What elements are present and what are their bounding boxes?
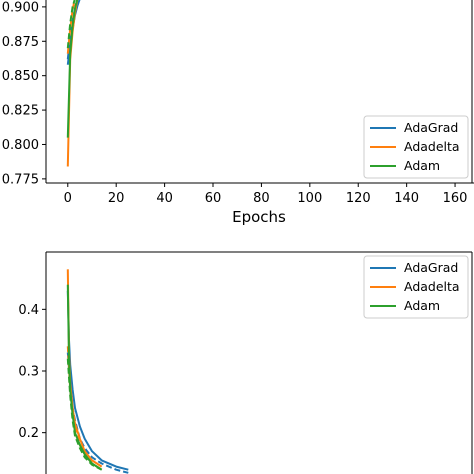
top-x-tick-label: 160 [443, 191, 468, 206]
top-x-tick-label: 80 [253, 191, 270, 206]
top-legend-label-adadelta: Adadelta [404, 139, 460, 154]
top-chart-panel: 0.775 0.800 0.825 0.850 0.875 0.900 0 20 40 60 80… [2, 0, 474, 226]
bottom-legend-label-adagrad: AdaGrad [404, 260, 458, 275]
bottom-series-adam-dashed-5 [66, 358, 103, 471]
top-series-adam-solid-4 [66, 0, 79, 138]
top-series-adam-dashed-5 [66, 0, 76, 49]
top-legend-box [363, 115, 469, 179]
top-x-tick-label: 140 [394, 191, 419, 206]
top-x-tick-label: 40 [156, 191, 173, 206]
bottom-axes [45, 251, 473, 474]
bottom-y-tick-label: 0.2 [18, 426, 39, 441]
bottom-y-tick-label: 0.3 [18, 365, 39, 380]
bottom-legend-box [363, 255, 469, 319]
top-y-tick-label: 0.875 [2, 35, 39, 50]
top-series-adadelta-dashed-3 [66, 0, 76, 54]
bottom-y-ticks: 0.2 0.3 0.4 [18, 303, 46, 441]
top-y-tick-label: 0.825 [2, 104, 39, 119]
bottom-series-adam-solid-4 [66, 284, 103, 471]
top-x-tick-label: 120 [346, 191, 371, 206]
top-legend-label-adagrad: AdaGrad [404, 120, 458, 135]
top-y-tick-label: 0.850 [2, 69, 39, 84]
top-y-tick-label: 0.800 [2, 138, 39, 153]
top-x-tick-label: 60 [205, 191, 222, 206]
bottom-y-tick-label: 0.4 [18, 303, 39, 318]
top-x-ticks: 0 20 40 60 80 100 120 140 160 [64, 183, 468, 206]
top-x-tick-label: 20 [108, 191, 125, 206]
top-x-tick-label: 0 [64, 191, 72, 206]
top-y-tick-label: 0.775 [2, 172, 39, 187]
bottom-legend-label-adadelta: Adadelta [404, 279, 460, 294]
top-axes [45, 0, 474, 184]
top-x-axis-title: Epochs [232, 208, 286, 226]
top-y-ticks: 0.775 0.800 0.825 0.850 0.875 0.900 [2, 0, 46, 187]
bottom-legend-label-adam: Adam [404, 298, 440, 313]
bottom-chart-panel: 0.2 0.3 0.4 AdaGrad Adadelta Adam [18, 251, 473, 474]
top-legend-label-adam: Adam [404, 158, 440, 173]
top-y-tick-label: 0.900 [2, 0, 39, 15]
bottom-plot-lines [66, 269, 129, 474]
bottom-legend: AdaGrad Adadelta Adam [363, 255, 469, 319]
top-x-tick-label: 100 [297, 191, 322, 206]
top-legend: AdaGrad Adadelta Adam [363, 115, 469, 179]
top-plot-lines [66, 0, 81, 167]
